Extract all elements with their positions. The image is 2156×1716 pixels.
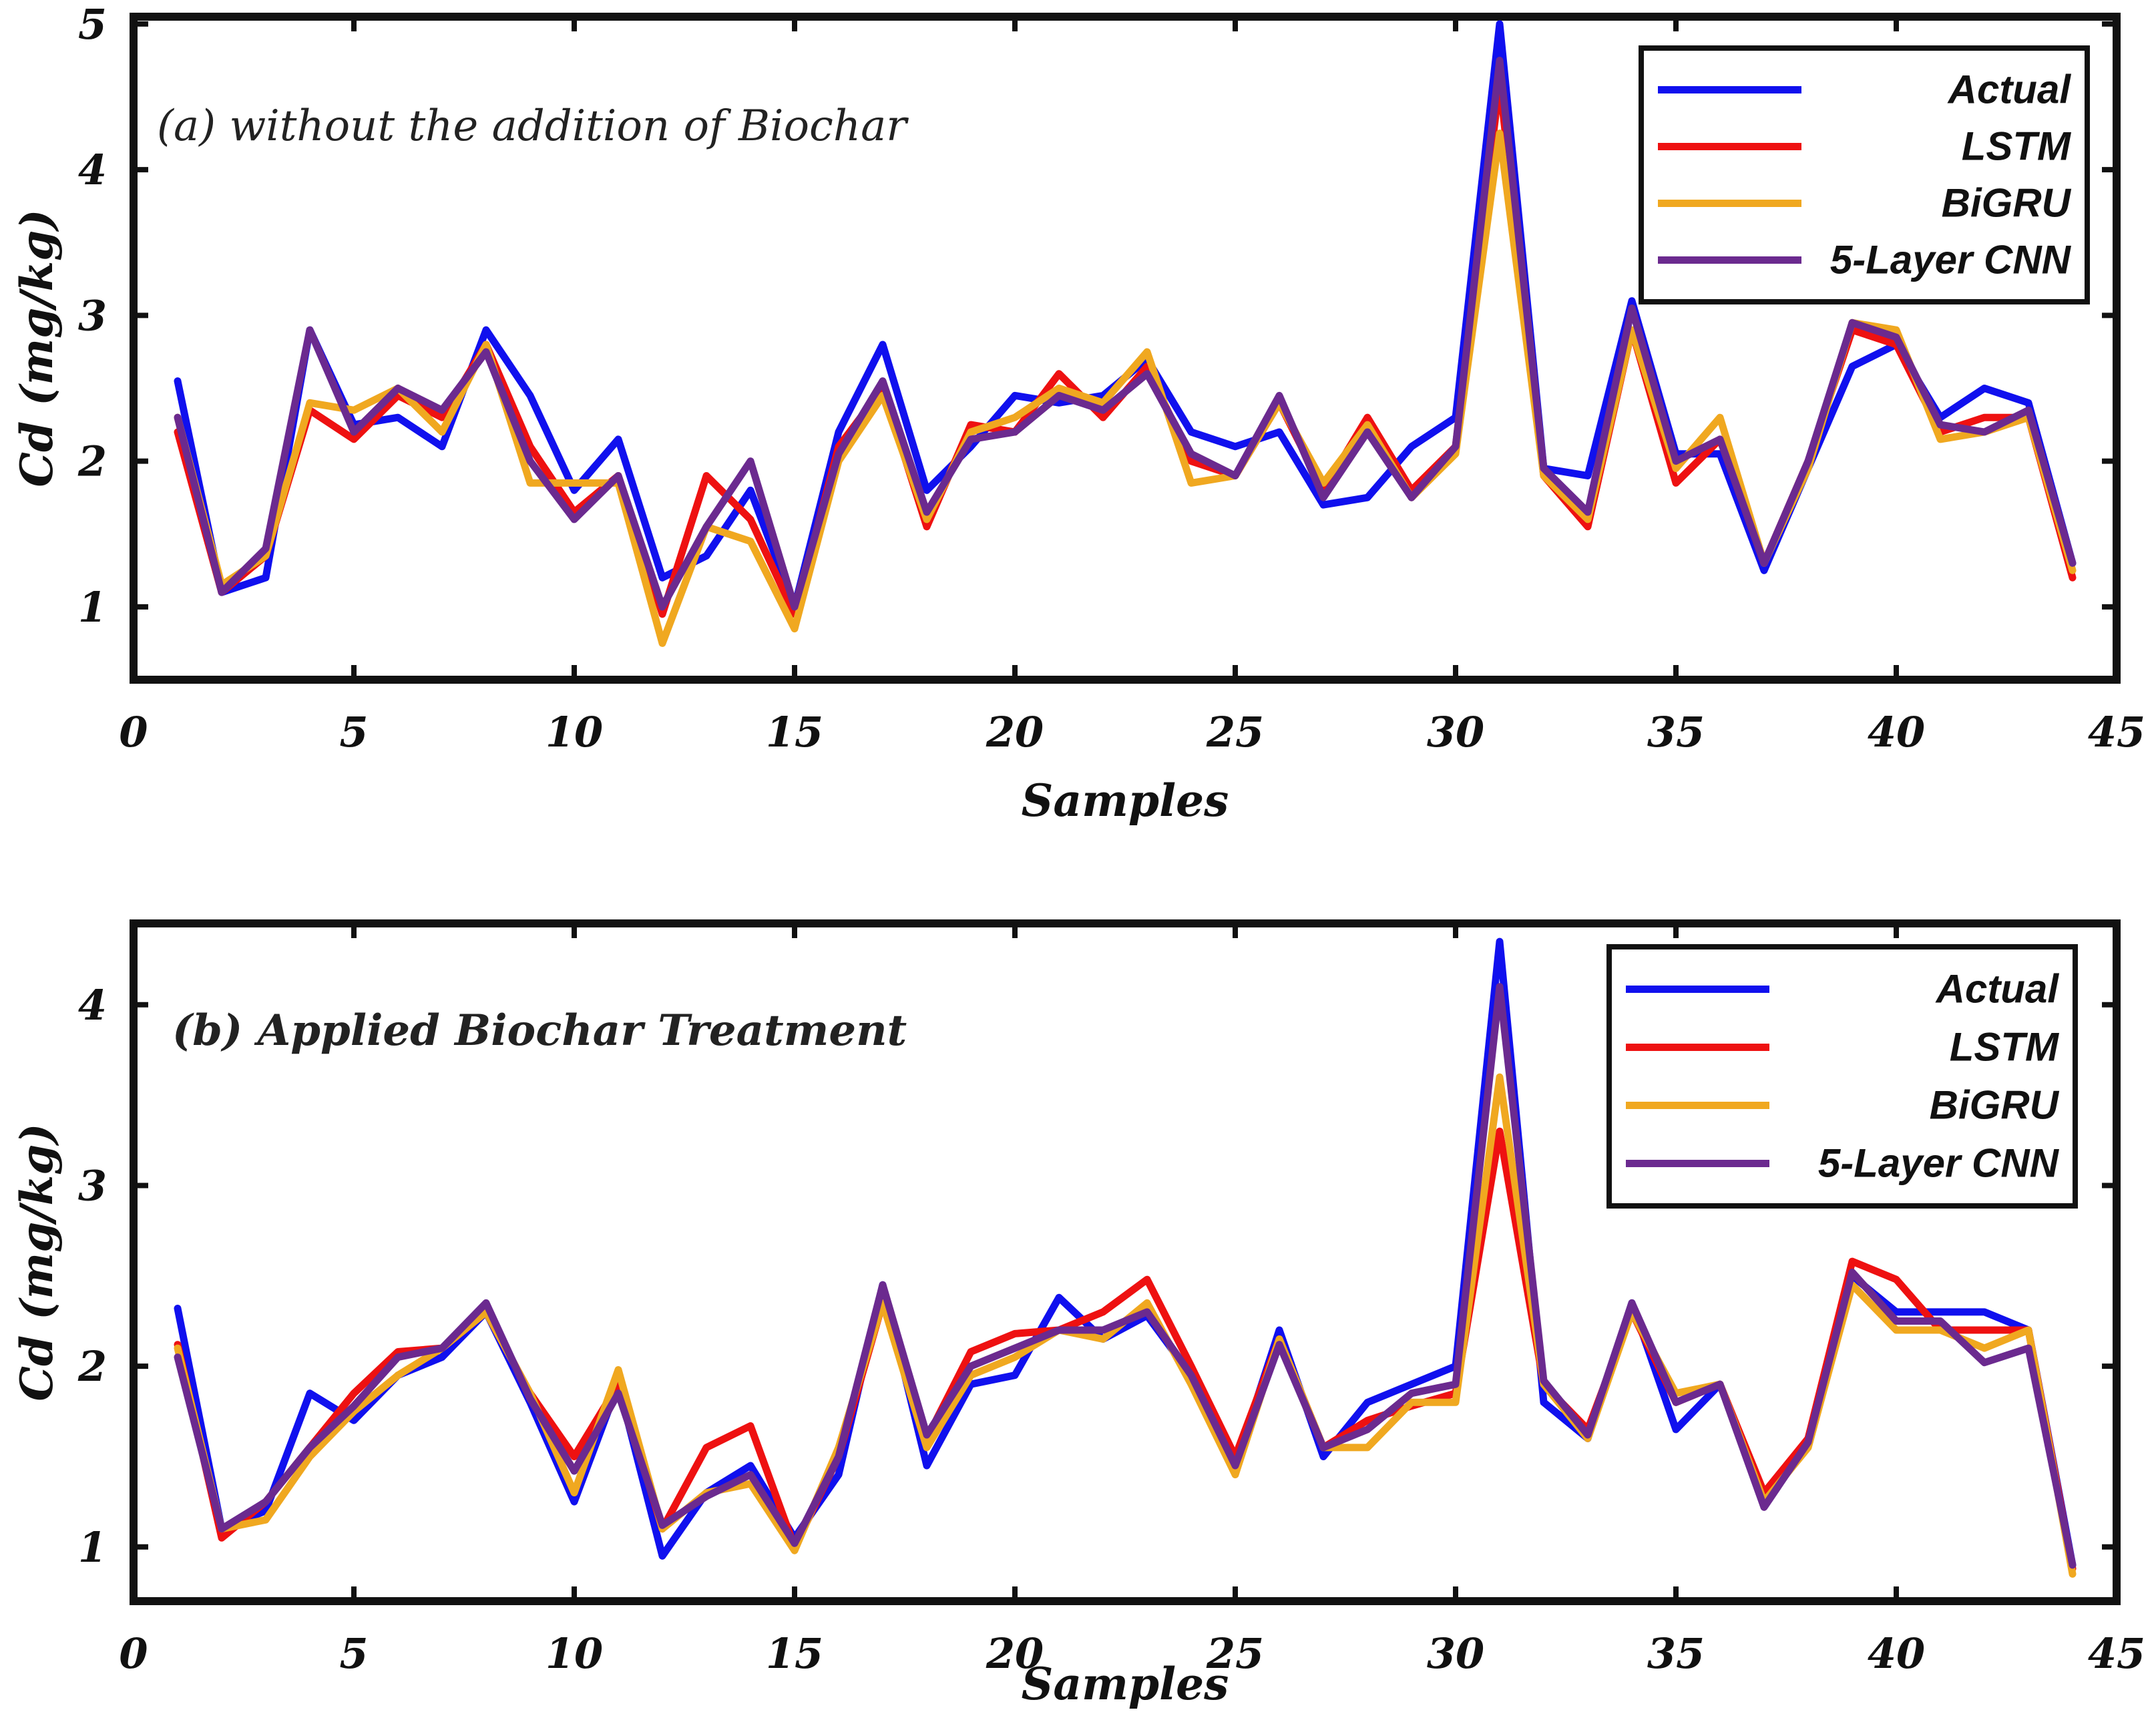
x-tick-label: 5 [339,1629,368,1678]
x-tick-label: 10 [546,708,603,757]
legend-label: BiGRU [1942,181,2072,226]
x-tick-label: 0 [119,708,148,757]
x-tick-label: 30 [1427,1629,1484,1678]
y-tick-label: 4 [78,146,107,194]
y-tick-label: 2 [77,1342,107,1391]
series-line-5-layer-cnn [174,983,2077,1569]
x-tick-label: 35 [1647,708,1705,757]
series-line-5-layer-cnn [174,57,2077,611]
y-tick-label: 1 [78,1523,107,1572]
x-tick-label: 15 [766,1629,823,1678]
x-tick-label: 10 [546,1629,603,1678]
x-tick-label: 15 [766,708,823,757]
y-tick-label: 2 [77,437,107,486]
legend-label: 5-Layer CNN [1818,1141,2060,1186]
y-tick-label: 4 [78,981,107,1030]
y-axis-label: Cd (mg/kg) [11,209,63,487]
panel-title: (b) Applied Biochar Treatment [172,1006,907,1056]
plot-area-frame [130,919,2121,1605]
x-tick-label: 45 [2088,708,2145,757]
x-tick-label: 20 [986,1629,1044,1678]
legend-label: LSTM [1950,1025,2060,1070]
legend-label: Actual [1935,967,2060,1012]
series-lines [174,20,2077,647]
x-tick-label: 20 [986,708,1044,757]
panel-title: (a) without the addition of Biochar [157,101,909,151]
x-tick-label: 0 [119,1629,148,1678]
x-tick-label: 25 [1206,708,1264,757]
x-axis-label: Samples [1022,775,1229,827]
legend: Actual LSTM BiGRU 5-Layer CNN [1639,45,2090,304]
x-tick-label: 45 [2088,1629,2145,1678]
panel-b: 0 5 10 15 20 25 30 35 40 45 1 2 3 4 (b) Applied Bioch… [11,919,2145,1710]
legend: Actual LSTM BiGRU 5-Layer CNN [1606,944,2078,1209]
x-tick-label: 25 [1206,1629,1264,1678]
legend-label: BiGRU [1930,1083,2060,1128]
y-tick-label: 3 [78,291,107,340]
x-tick-label: 5 [339,708,368,757]
x-tick-label: 35 [1647,1629,1705,1678]
y-tick-label: 3 [78,1161,107,1210]
axis-ticks: 0 5 10 15 20 25 30 35 40 45 1 2 3 4 [77,923,2145,1678]
legend-label: LSTM [1962,124,2072,169]
x-tick-label: 30 [1427,708,1484,757]
y-tick-label: 5 [78,0,107,49]
legend-label: 5-Layer CNN [1830,238,2072,282]
x-tick-label: 40 [1868,1629,1925,1678]
x-tick-label: 40 [1868,708,1925,757]
plot-area-frame [130,13,2121,684]
legend-label: Actual [1947,67,2072,112]
x-axis-label: Samples [1022,1658,1229,1710]
y-tick-label: 1 [78,583,107,632]
y-axis-label: Cd (mg/kg) [11,1123,63,1401]
series-lines [174,937,2077,1578]
